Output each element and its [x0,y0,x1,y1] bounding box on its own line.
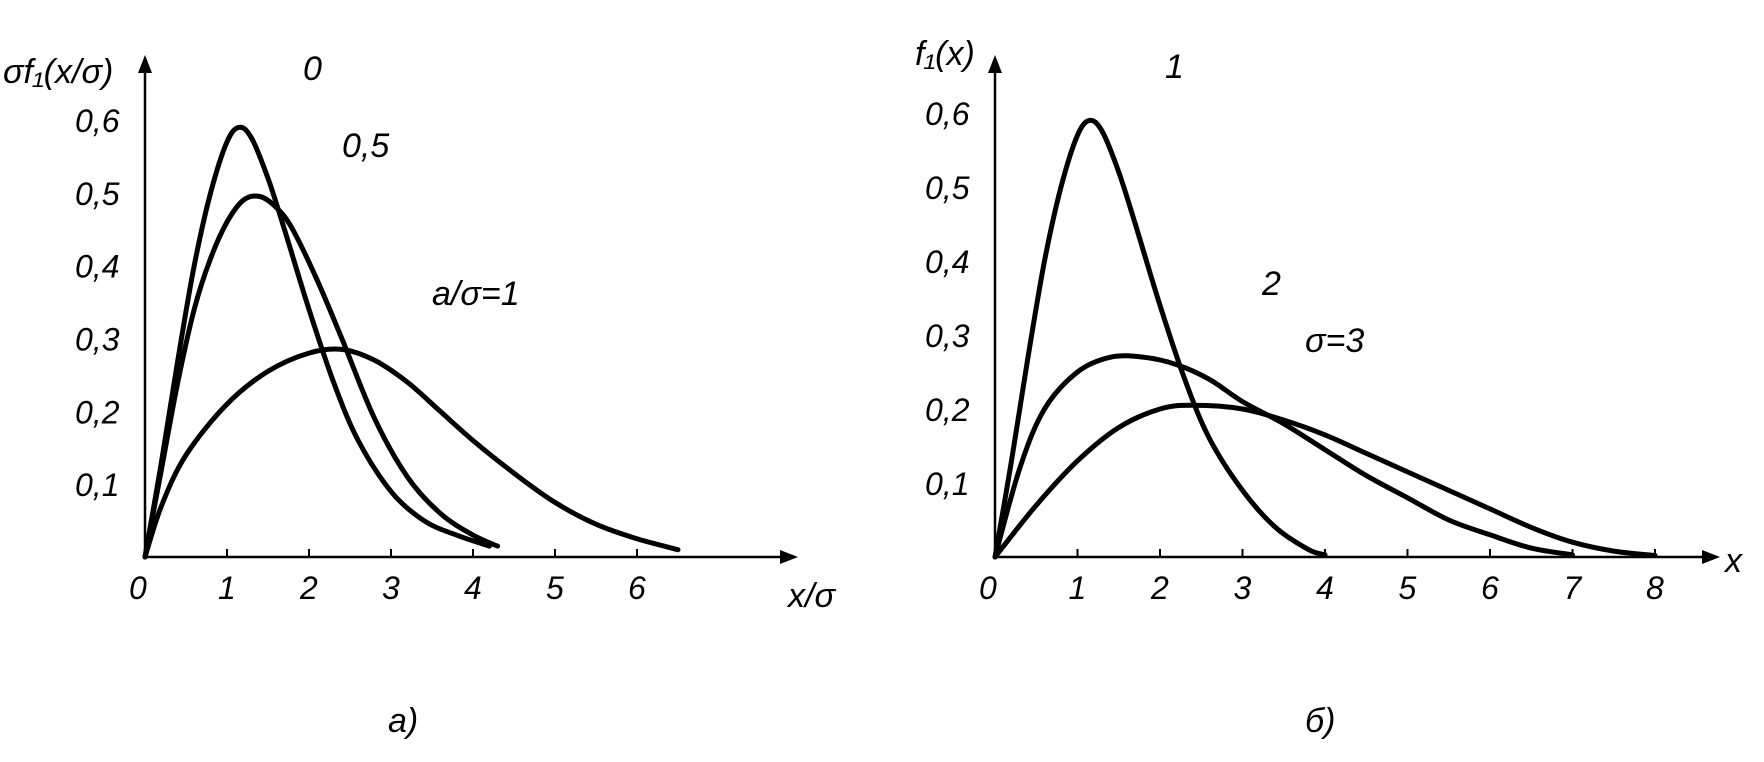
panel-a-y-tick-0: 0,1 [75,467,119,503]
panel-b-y-axis-label: f₁(x) [915,35,975,73]
panel-b-x-arrow [1702,550,1720,564]
panel-b-x-tick-1: 1 [1069,570,1087,606]
panel-b-x-tick-8: 8 [1646,570,1664,606]
panel-b-x-tick-0: 0 [979,570,997,606]
panel-a-y-tick-3: 0,4 [75,249,119,285]
panel-b-x-tick-4: 4 [1316,570,1334,606]
panel-a-x-tick-1: 1 [218,570,236,606]
panel-b-series-label-2: σ=3 [1305,322,1364,360]
panel-b: 0 1 2 3 4 5 6 7 8 0,1 0,2 0,3 0,4 0,5 0,6 f₁(x) x 1 2… [915,35,1743,740]
panel-b-x-tick-5: 5 [1399,570,1417,606]
panel-b-y-tick-4: 0,5 [925,170,970,206]
panel-b-series-line-2 [992,402,1658,560]
panel-a-x-tick-4: 4 [464,570,482,606]
panel-a-x-tick-6: 6 [628,570,646,606]
panel-b-series-line-1 [992,353,1575,560]
panel-b-series-label-1: 2 [1261,265,1281,303]
panel-b-series-label-0: 1 [1165,48,1184,86]
panel-b-y-arrow [988,55,1002,73]
panel-a-series-line-1 [142,193,501,560]
panel-b-label: б) [1305,702,1335,740]
panel-a-y-tick-4: 0,5 [75,176,120,212]
panel-a-y-axis-label: σf₁(x/σ) [3,53,113,91]
panel-b-y-tick-5: 0,6 [925,96,970,132]
panel-a-series-label-0: 0 [303,50,322,88]
panel-b-series-line-0 [992,117,1328,560]
panel-a-x-tick-2: 2 [299,570,318,606]
panel-b-y-tick-3: 0,4 [925,244,969,280]
panel-b-x-tick-2: 2 [1150,570,1169,606]
panel-a-series-label-1: 0,5 [342,127,389,165]
panel-a-y-tick-1: 0,2 [75,394,120,430]
panel-b-y-tick-1: 0,2 [925,392,970,428]
panel-a-x-tick-5: 5 [546,570,564,606]
panel-a-x-arrow [780,550,798,564]
panel-a-y-arrow [138,55,152,73]
panel-b-y-tick-0: 0,1 [925,466,969,502]
panel-a-x-tick-3: 3 [382,570,400,606]
panel-a-series-line-0 [142,124,492,560]
panel-b-x-tick-7: 7 [1564,570,1583,606]
panel-b-x-tick-3: 3 [1234,570,1252,606]
panel-b-y-tick-2: 0,3 [925,318,970,354]
panel-a-series-label-2: a/σ=1 [432,275,520,313]
panel-a-x-tick-0: 0 [129,570,147,606]
panel-a-y-tick-5: 0,6 [75,103,120,139]
panel-b-x-tick-6: 6 [1481,570,1499,606]
panel-a-label: а) [388,702,418,740]
panel-a-y-tick-2: 0,3 [75,322,120,358]
panel-a-x-axis-label: x/σ [786,577,836,615]
panel-b-x-axis-label: x [1723,542,1743,580]
panel-a-series-line-2 [142,346,681,560]
